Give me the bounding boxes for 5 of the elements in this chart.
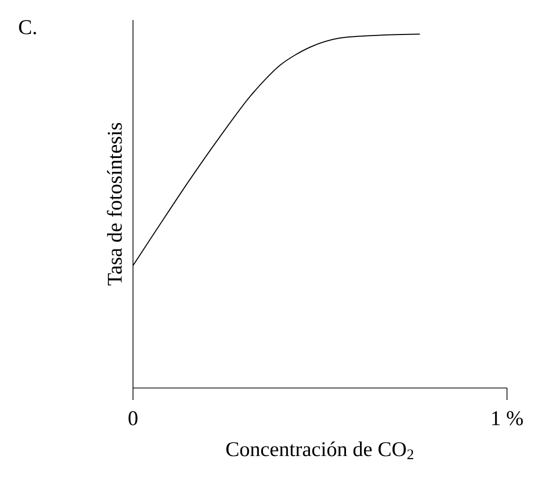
x-axis-title: Concentración de CO$_{2}$ <box>226 442 414 460</box>
y-axis-title: Tasa de fotosíntesis <box>106 122 122 286</box>
x-tick-label: 1 % <box>492 411 523 426</box>
chart-title: C. <box>19 20 36 34</box>
x-tick-label: 0 <box>128 411 138 426</box>
